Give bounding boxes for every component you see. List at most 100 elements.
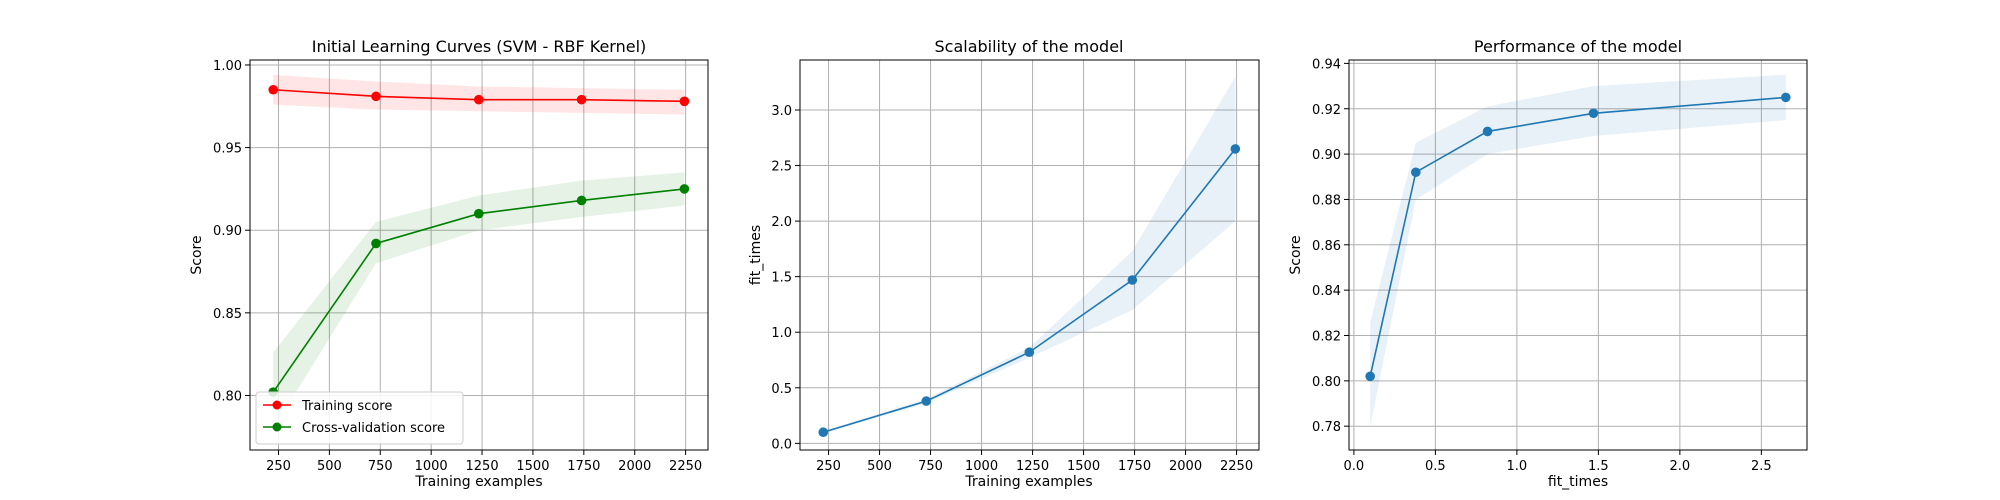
- data-point: [576, 94, 587, 105]
- y-tick-label: 0.80: [1312, 375, 1341, 390]
- x-tick-label: 1000: [415, 459, 448, 474]
- confidence-bands: [1370, 74, 1786, 427]
- y-tick-label: 0.88: [1312, 193, 1341, 208]
- data-point: [1365, 371, 1375, 382]
- y-ticks: 0.0 0.5 1.0 1.5 2.0 2.5 3.0: [771, 104, 800, 452]
- data-point: [679, 184, 690, 194]
- data-point: [473, 208, 484, 219]
- x-axis-title: Training examples: [964, 474, 1092, 490]
- y-tick-label: 0.95: [213, 142, 242, 157]
- y-tick-label: 0.85: [213, 307, 242, 322]
- x-tick-label: 2250: [1220, 459, 1253, 474]
- y-tick-label: 0.80: [213, 389, 242, 404]
- data-point: [1230, 144, 1241, 154]
- y-tick-label: 0.84: [1312, 284, 1341, 299]
- axes-frame: [249, 59, 709, 451]
- data-point: [679, 96, 690, 107]
- plot-title: Performance of the model: [1474, 37, 1682, 56]
- x-tick-label: 1500: [1067, 459, 1100, 474]
- data-point: [473, 94, 484, 105]
- y-tick-label: 0.78: [1312, 420, 1341, 435]
- data-point: [268, 84, 279, 95]
- grid: [1349, 60, 1807, 450]
- y-axis-title: fit_times: [748, 225, 764, 285]
- y-tick-label: 1.5: [771, 271, 792, 286]
- x-tick-label: 2000: [1169, 459, 1202, 474]
- x-tick-label: 1500: [516, 459, 549, 474]
- legend-marker-cv: [272, 422, 282, 432]
- x-tick-label: 500: [317, 459, 342, 474]
- plot-title: Initial Learning Curves (SVM - RBF Kerne…: [312, 37, 647, 56]
- y-axis-title: Score: [1288, 235, 1304, 274]
- data-point: [1588, 108, 1599, 119]
- legend: Training score Cross-validation score: [255, 391, 464, 445]
- x-tick-label: 1000: [965, 459, 998, 474]
- x-axis-title: Training examples: [414, 474, 542, 490]
- x-tick-label: 250: [816, 459, 841, 474]
- series-points: [818, 144, 1241, 438]
- series-points: [1365, 92, 1791, 382]
- y-tick-label: 0.90: [1312, 148, 1341, 163]
- y-tick-label: 0.92: [1312, 103, 1341, 118]
- data-point: [818, 427, 829, 438]
- y-tick-label: 0.94: [1312, 57, 1341, 72]
- legend-label-cv: Cross-validation score: [302, 421, 445, 436]
- x-tick-label: 1250: [466, 459, 499, 474]
- data-point: [1127, 275, 1138, 285]
- y-tick-label: 0.86: [1312, 239, 1341, 254]
- x-tick-label: 500: [867, 459, 892, 474]
- panel-learning-curves: 250 500 750 1000 1250 1500 1750 2000 2250 0.800.…: [189, 37, 709, 490]
- y-tick-label: 3.0: [771, 104, 792, 119]
- y-tick-label: 1.00: [213, 59, 242, 74]
- y-axis-title: Score: [189, 235, 205, 274]
- x-ticks: 0.0 0.5 1.0 1.5 2.0 2.5: [1344, 450, 1772, 474]
- confidence-bands: [273, 74, 685, 429]
- y-ticks: 0.80 0.85 0.90 0.95 1.00: [213, 59, 250, 404]
- data-point: [576, 195, 587, 206]
- confidence-band: [1370, 74, 1786, 427]
- x-tick-label: 1250: [1016, 459, 1049, 474]
- plot-title: Scalability of the model: [935, 37, 1124, 56]
- plot-area-bg: [250, 60, 708, 450]
- x-tick-label: 0.5: [1425, 459, 1446, 474]
- y-tick-label: 2.5: [771, 160, 792, 175]
- data-point: [1024, 347, 1035, 358]
- x-tick-label: 0.0: [1344, 459, 1365, 474]
- x-tick-label: 2250: [669, 459, 702, 474]
- panel-scalability: 250 500 750 1000 1250 1500 1750 2000 2250 0.0 0.5…: [748, 37, 1260, 490]
- x-axis-title: fit_times: [1548, 474, 1608, 490]
- legend-box: [255, 391, 464, 445]
- plot-area-bg: [800, 60, 1259, 450]
- x-tick-label: 2000: [618, 459, 651, 474]
- x-tick-label: 1.5: [1588, 459, 1609, 474]
- x-tick-label: 250: [266, 459, 291, 474]
- y-tick-label: 0.90: [213, 224, 242, 239]
- x-ticks: 250 500 750 1000 1250 1500 1750 2000 2250: [816, 450, 1253, 474]
- axes-frame: [1348, 59, 1808, 451]
- x-ticks: 250 500 750 1000 1250 1500 1750 2000 2250: [266, 450, 702, 474]
- data-point: [1411, 167, 1421, 178]
- x-tick-label: 2.5: [1751, 459, 1772, 474]
- data-point: [371, 238, 381, 249]
- grid: [250, 60, 708, 450]
- data-point: [371, 91, 381, 102]
- panel-performance: 0.0 0.5 1.0 1.5 2.0 2.5 0.780.800.820.840.860…: [1288, 37, 1808, 490]
- axes-frame: [799, 59, 1260, 451]
- data-point: [1482, 126, 1493, 137]
- y-tick-label: 1.0: [771, 326, 792, 341]
- x-tick-label: 2.0: [1670, 459, 1691, 474]
- confidence-band: [273, 74, 685, 115]
- confidence-band: [273, 172, 685, 429]
- y-tick-label: 0.5: [771, 382, 792, 397]
- x-tick-label: 750: [368, 459, 393, 474]
- legend-marker-training: [272, 400, 282, 410]
- y-tick-label: 0.0: [771, 437, 792, 452]
- x-tick-label: 1750: [1118, 459, 1151, 474]
- y-tick-label: 2.0: [771, 215, 792, 230]
- legend-label-training: Training score: [301, 399, 392, 414]
- data-point: [1781, 92, 1791, 103]
- plot-area-bg: [1349, 60, 1807, 450]
- y-ticks: 0.78 0.80 0.82 0.84 0.86 0.88 0.90 0.92 0.94: [1312, 57, 1349, 435]
- grid: [800, 60, 1259, 450]
